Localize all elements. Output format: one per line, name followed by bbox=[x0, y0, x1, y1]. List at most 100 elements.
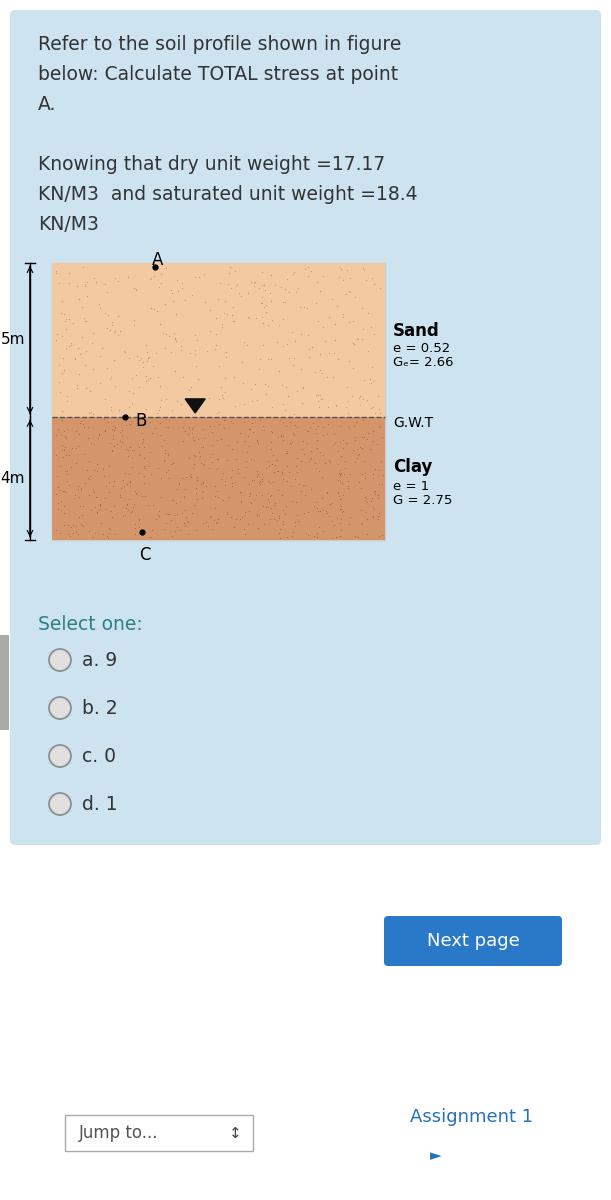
Point bbox=[58, 481, 68, 500]
Point bbox=[197, 488, 207, 508]
Point bbox=[191, 356, 201, 376]
FancyBboxPatch shape bbox=[384, 916, 562, 966]
Point bbox=[318, 266, 327, 286]
Point bbox=[252, 430, 262, 449]
Point bbox=[265, 283, 275, 302]
Point bbox=[240, 395, 249, 414]
Point bbox=[357, 439, 367, 458]
Point bbox=[219, 419, 229, 438]
Point bbox=[264, 492, 274, 511]
Point bbox=[108, 316, 117, 335]
Point bbox=[282, 472, 291, 491]
Point bbox=[241, 503, 251, 522]
Point bbox=[166, 280, 176, 299]
Point bbox=[344, 352, 354, 371]
Point bbox=[293, 278, 302, 298]
Point bbox=[190, 268, 200, 287]
Point bbox=[96, 514, 106, 533]
Point bbox=[235, 482, 245, 502]
Point bbox=[144, 347, 154, 366]
Point bbox=[376, 451, 386, 470]
Point bbox=[286, 434, 296, 454]
Point bbox=[278, 500, 288, 520]
Point bbox=[373, 510, 382, 529]
Point bbox=[78, 257, 88, 276]
Point bbox=[343, 391, 353, 410]
Point bbox=[365, 370, 375, 389]
Point bbox=[325, 452, 335, 472]
Point bbox=[272, 451, 282, 470]
Point bbox=[214, 390, 224, 409]
Point bbox=[134, 444, 144, 463]
Point bbox=[92, 503, 101, 522]
Point bbox=[360, 468, 370, 487]
Point bbox=[271, 511, 280, 530]
Point bbox=[164, 505, 174, 524]
Point bbox=[279, 512, 288, 532]
Point bbox=[156, 414, 166, 433]
Point bbox=[131, 484, 141, 503]
Point bbox=[92, 503, 102, 522]
Point bbox=[95, 299, 105, 318]
Point bbox=[110, 419, 120, 438]
Point bbox=[308, 414, 318, 433]
Point bbox=[105, 320, 115, 340]
Point bbox=[258, 276, 268, 295]
Point bbox=[301, 475, 310, 494]
Point bbox=[192, 331, 202, 350]
Point bbox=[53, 493, 63, 512]
Point bbox=[75, 344, 85, 364]
Point bbox=[274, 361, 284, 380]
Point bbox=[229, 312, 239, 331]
Point bbox=[131, 485, 141, 504]
Point bbox=[315, 344, 324, 364]
Point bbox=[210, 416, 219, 436]
Point bbox=[312, 430, 322, 449]
Point bbox=[91, 272, 101, 292]
Point bbox=[105, 433, 115, 452]
Point bbox=[335, 494, 345, 514]
Point bbox=[236, 482, 246, 502]
Point bbox=[80, 355, 90, 374]
Point bbox=[322, 482, 332, 502]
Point bbox=[216, 469, 226, 488]
Point bbox=[276, 426, 286, 445]
Point bbox=[223, 434, 233, 454]
Point bbox=[340, 451, 349, 470]
Point bbox=[177, 468, 187, 487]
Point bbox=[177, 503, 187, 522]
Point bbox=[71, 523, 81, 542]
Text: below: Calculate TOTAL stress at point: below: Calculate TOTAL stress at point bbox=[38, 65, 398, 84]
Point bbox=[244, 419, 254, 438]
Text: b. 2: b. 2 bbox=[82, 698, 118, 718]
Point bbox=[61, 319, 71, 338]
Point bbox=[374, 527, 384, 546]
Point bbox=[336, 259, 346, 278]
Point bbox=[93, 428, 103, 448]
Point bbox=[163, 418, 173, 437]
Point bbox=[127, 440, 137, 460]
Point bbox=[129, 494, 139, 514]
Point bbox=[164, 326, 174, 346]
Point bbox=[295, 296, 304, 316]
Point bbox=[352, 440, 362, 460]
Point bbox=[218, 317, 227, 336]
Point bbox=[68, 523, 78, 542]
Point bbox=[203, 516, 213, 535]
Point bbox=[278, 412, 288, 431]
Point bbox=[288, 432, 298, 451]
Point bbox=[109, 472, 119, 491]
Point bbox=[364, 424, 373, 443]
Point bbox=[313, 385, 323, 404]
Point bbox=[145, 442, 155, 461]
Point bbox=[354, 473, 364, 492]
Point bbox=[213, 487, 223, 506]
Point bbox=[64, 310, 74, 329]
Point bbox=[51, 521, 60, 540]
Point bbox=[205, 322, 215, 341]
Point bbox=[244, 307, 254, 326]
Point bbox=[205, 458, 214, 478]
Point bbox=[287, 526, 297, 545]
Point bbox=[114, 401, 124, 420]
Point bbox=[89, 404, 98, 424]
